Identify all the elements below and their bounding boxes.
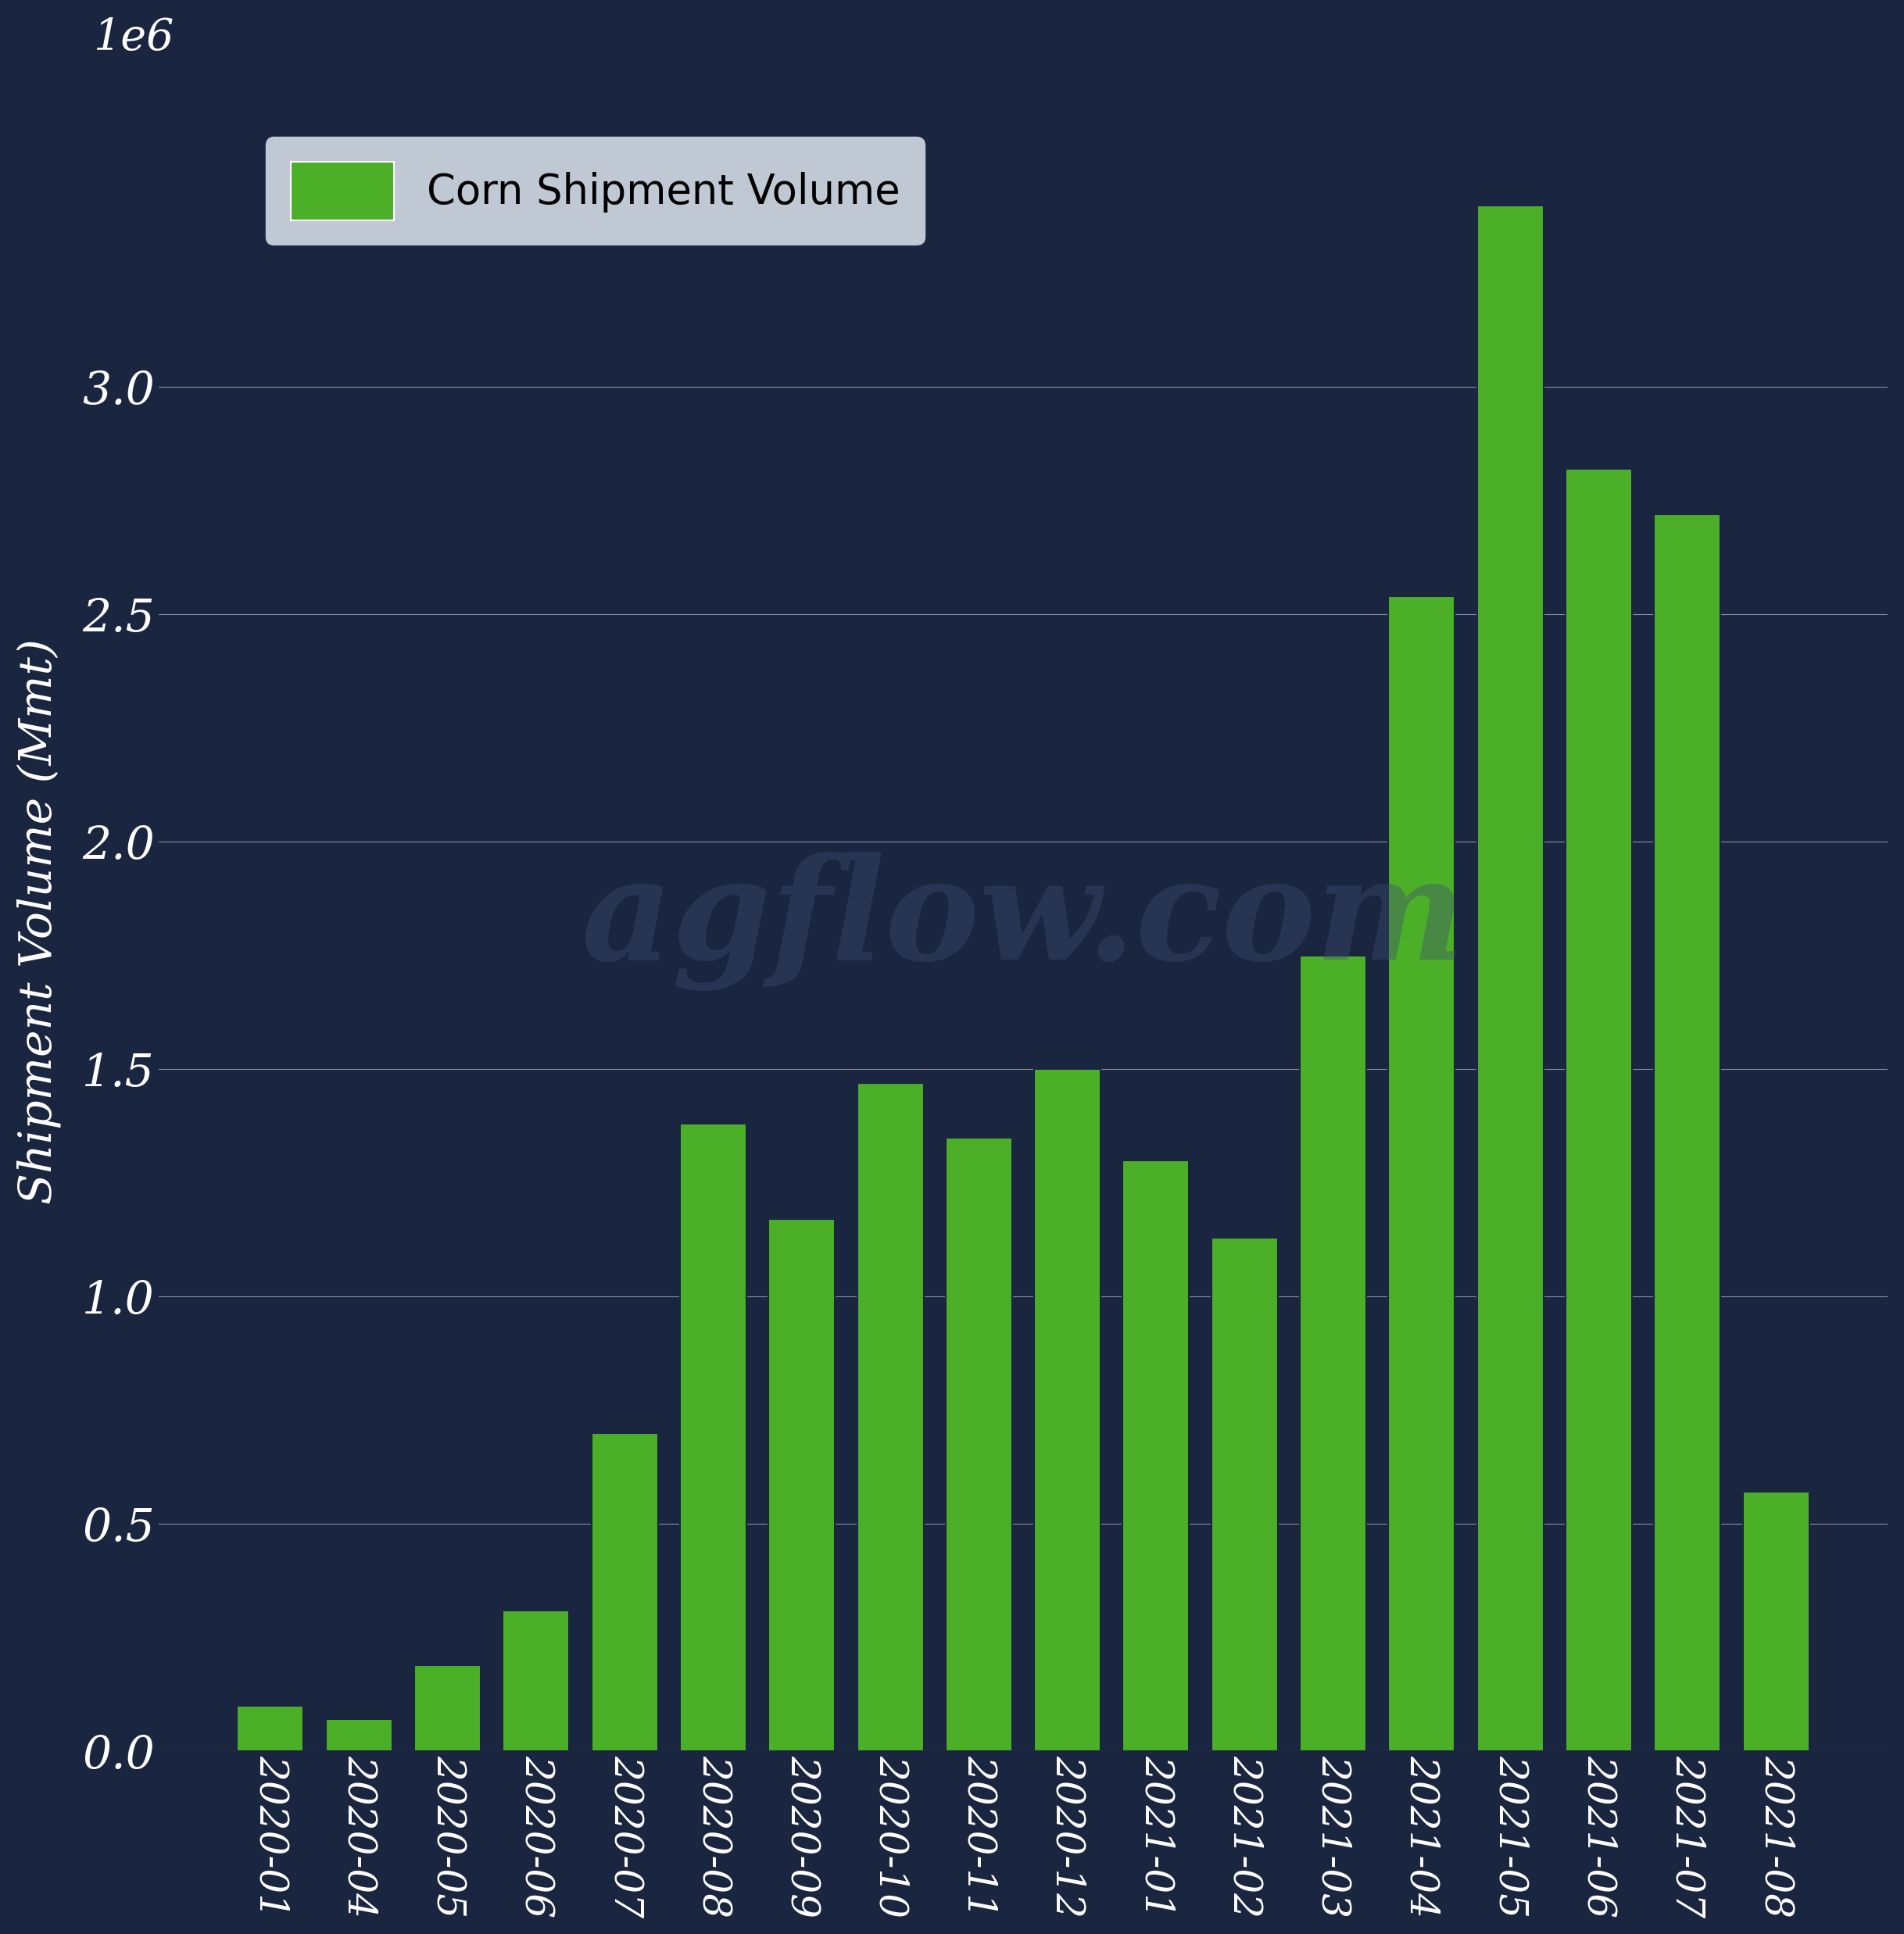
Y-axis label: Shipment Volume (Mmt): Shipment Volume (Mmt) xyxy=(17,638,61,1205)
Bar xyxy=(1565,470,1632,1752)
Bar xyxy=(503,1611,569,1752)
Bar xyxy=(1478,205,1544,1752)
Bar xyxy=(592,1433,659,1752)
Legend: Corn Shipment Volume: Corn Shipment Volume xyxy=(267,137,925,246)
Bar xyxy=(680,1124,746,1752)
Bar xyxy=(946,1137,1013,1752)
Bar xyxy=(415,1665,480,1752)
Text: 1e6: 1e6 xyxy=(93,15,175,60)
Bar xyxy=(1034,1070,1101,1752)
Bar xyxy=(326,1719,392,1752)
Bar xyxy=(1123,1160,1190,1752)
Bar xyxy=(769,1218,836,1752)
Bar xyxy=(238,1706,303,1752)
Bar xyxy=(1388,596,1455,1752)
Text: agflow.com: agflow.com xyxy=(581,851,1466,990)
Bar xyxy=(1300,955,1367,1752)
Bar xyxy=(1742,1493,1809,1752)
Bar xyxy=(857,1083,923,1752)
Bar xyxy=(1211,1238,1278,1752)
Bar xyxy=(1655,514,1721,1752)
